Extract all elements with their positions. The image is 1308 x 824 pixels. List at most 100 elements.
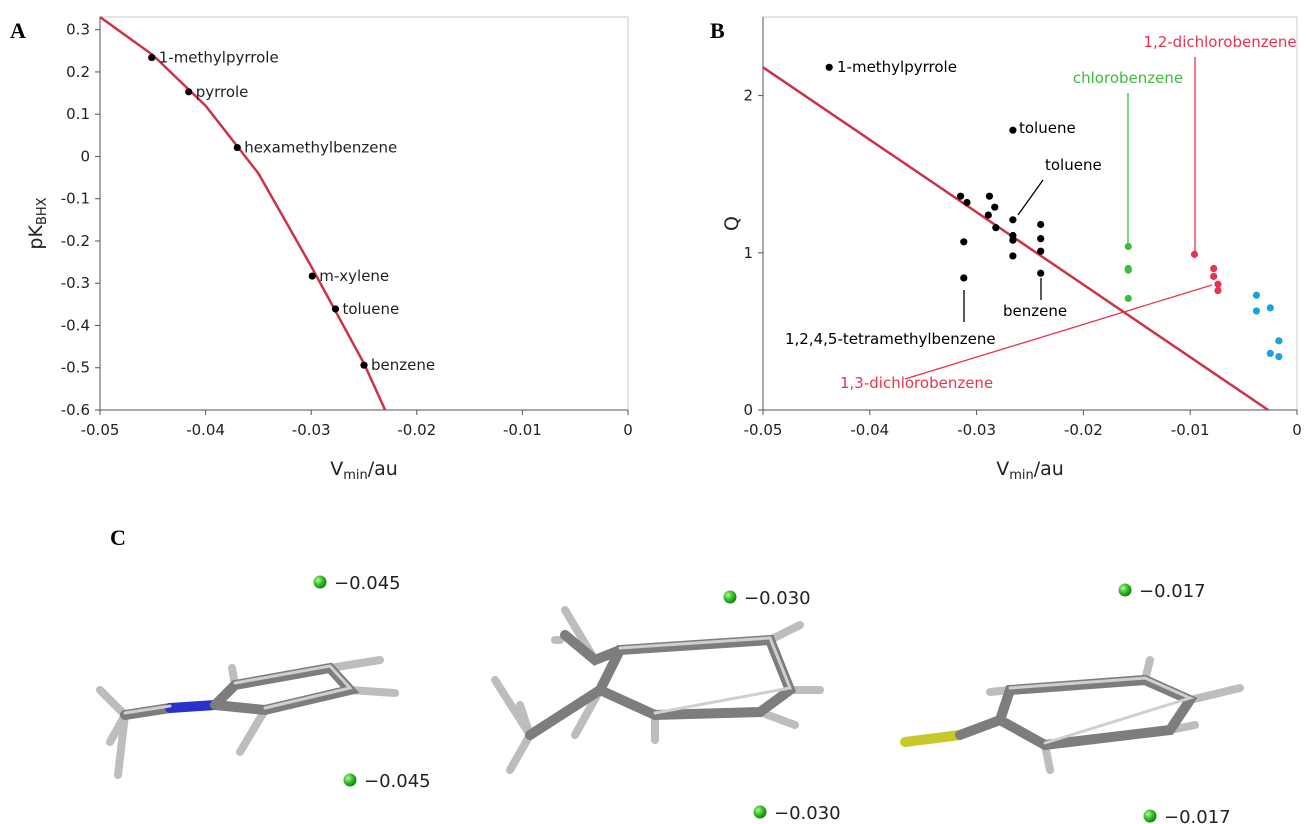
x-tick-label: -0.05 xyxy=(744,421,783,439)
fit-line xyxy=(100,17,385,410)
axis-label-main: pK xyxy=(25,225,47,250)
point xyxy=(1267,350,1274,357)
point xyxy=(1253,292,1260,299)
y-tick-label: 2 xyxy=(743,87,753,105)
y-tick-label: -0.2 xyxy=(61,232,90,250)
point xyxy=(1267,304,1274,311)
annotation: 1,3-dichlorobenzene xyxy=(840,374,993,392)
point xyxy=(1037,235,1044,242)
point xyxy=(1009,216,1016,223)
point-label: benzene xyxy=(371,356,435,374)
axis-label: Vmin/au xyxy=(996,458,1064,483)
y-tick-label: -0.4 xyxy=(61,316,90,334)
x-tick-label: 0 xyxy=(1292,421,1302,439)
y-tick-label: 0 xyxy=(743,401,753,419)
annotation: toluene xyxy=(1045,156,1102,174)
point xyxy=(1009,237,1016,244)
point xyxy=(1037,221,1044,228)
axis-label-main: V xyxy=(330,458,343,480)
annotation: 1-methylpyrrole xyxy=(837,58,957,76)
vmin-value: −0.017 xyxy=(1139,581,1206,602)
point xyxy=(1037,270,1044,277)
point xyxy=(148,54,155,61)
x-tick-label: -0.02 xyxy=(1064,421,1103,439)
vmin-value: −0.017 xyxy=(1164,807,1231,824)
point-label: hexamethylbenzene xyxy=(244,139,397,157)
y-tick-label: 0.2 xyxy=(66,63,90,81)
point xyxy=(1009,252,1016,259)
y-tick-label: 0.1 xyxy=(66,105,90,123)
axis-label-main: Q xyxy=(721,216,743,231)
vmin-value: −0.045 xyxy=(334,573,401,594)
axis-label: Vmin/au xyxy=(330,458,398,483)
point xyxy=(1037,248,1044,255)
probe-sphere xyxy=(724,591,737,604)
point xyxy=(309,272,316,279)
probe-sphere xyxy=(754,806,767,819)
point xyxy=(992,224,999,231)
y-tick-label: 0 xyxy=(80,147,90,165)
point-label: 1-methylpyrrole xyxy=(159,49,279,67)
annotation: benzene xyxy=(1003,302,1067,320)
point xyxy=(234,144,241,151)
point xyxy=(1125,266,1132,273)
x-tick-label: -0.02 xyxy=(397,421,436,439)
molecule-toluene xyxy=(495,610,820,770)
point xyxy=(1009,127,1016,134)
point-label: toluene xyxy=(342,300,399,318)
y-tick-label: -0.6 xyxy=(61,401,90,419)
point xyxy=(1214,287,1221,294)
annotation: chlorobenzene xyxy=(1073,69,1183,87)
axis-label-tail: /au xyxy=(368,458,398,480)
figure: A -0.05 -0.04 -0.03 -0.02 -0.01 0 0.3 0.2 0.1 0 -0.… xyxy=(0,0,1308,824)
point xyxy=(963,199,970,206)
vmin-value: −0.030 xyxy=(774,803,841,824)
panel-label: A xyxy=(10,18,26,43)
point xyxy=(991,204,998,211)
probe-sphere xyxy=(1119,584,1132,597)
panel-label: B xyxy=(710,18,725,43)
point xyxy=(1275,353,1282,360)
point xyxy=(332,305,339,312)
axis-label-sub: BHX xyxy=(35,197,50,225)
axis-label-tail: /au xyxy=(1034,458,1064,480)
point xyxy=(1125,295,1132,302)
axis-label: pKBHX xyxy=(25,197,50,249)
axis-label-sub: min xyxy=(343,468,368,483)
probe-sphere xyxy=(344,774,357,787)
x-tick-label: -0.04 xyxy=(186,421,225,439)
y-tick-label: 0.3 xyxy=(66,21,90,39)
annotation: 1,2,4,5-tetramethylbenzene xyxy=(785,330,996,348)
point xyxy=(1275,337,1282,344)
point-label: pyrrole xyxy=(196,83,249,101)
plot-frame xyxy=(100,17,628,410)
point xyxy=(986,193,993,200)
point xyxy=(960,238,967,245)
point xyxy=(960,274,967,281)
point xyxy=(1210,265,1217,272)
y-tick-label: -0.5 xyxy=(61,359,90,377)
x-tick-label: -0.03 xyxy=(292,421,331,439)
x-tick-label: -0.01 xyxy=(503,421,542,439)
point xyxy=(826,64,833,71)
y-tick-label: 1 xyxy=(743,244,753,262)
point xyxy=(1210,273,1217,280)
point xyxy=(985,211,992,218)
point xyxy=(957,193,964,200)
point xyxy=(1253,307,1260,314)
vmin-value: −0.030 xyxy=(744,588,811,609)
probe-sphere xyxy=(314,576,327,589)
axis-label-main: V xyxy=(996,458,1009,480)
point xyxy=(1214,281,1221,288)
x-tick-label: -0.03 xyxy=(957,421,996,439)
molecule-chlorobenzene xyxy=(905,660,1240,770)
axis-label-sub: min xyxy=(1009,468,1034,483)
point xyxy=(360,362,367,369)
point-label: m-xylene xyxy=(319,267,389,285)
annotation: 1,2-dichlorobenzene xyxy=(1143,33,1296,51)
y-tick-label: -0.3 xyxy=(61,274,90,292)
vmin-value: −0.045 xyxy=(364,771,431,792)
y-tick-label: -0.1 xyxy=(61,190,90,208)
molecule-methylpyrrole xyxy=(100,660,395,775)
x-tick-label: -0.04 xyxy=(850,421,889,439)
